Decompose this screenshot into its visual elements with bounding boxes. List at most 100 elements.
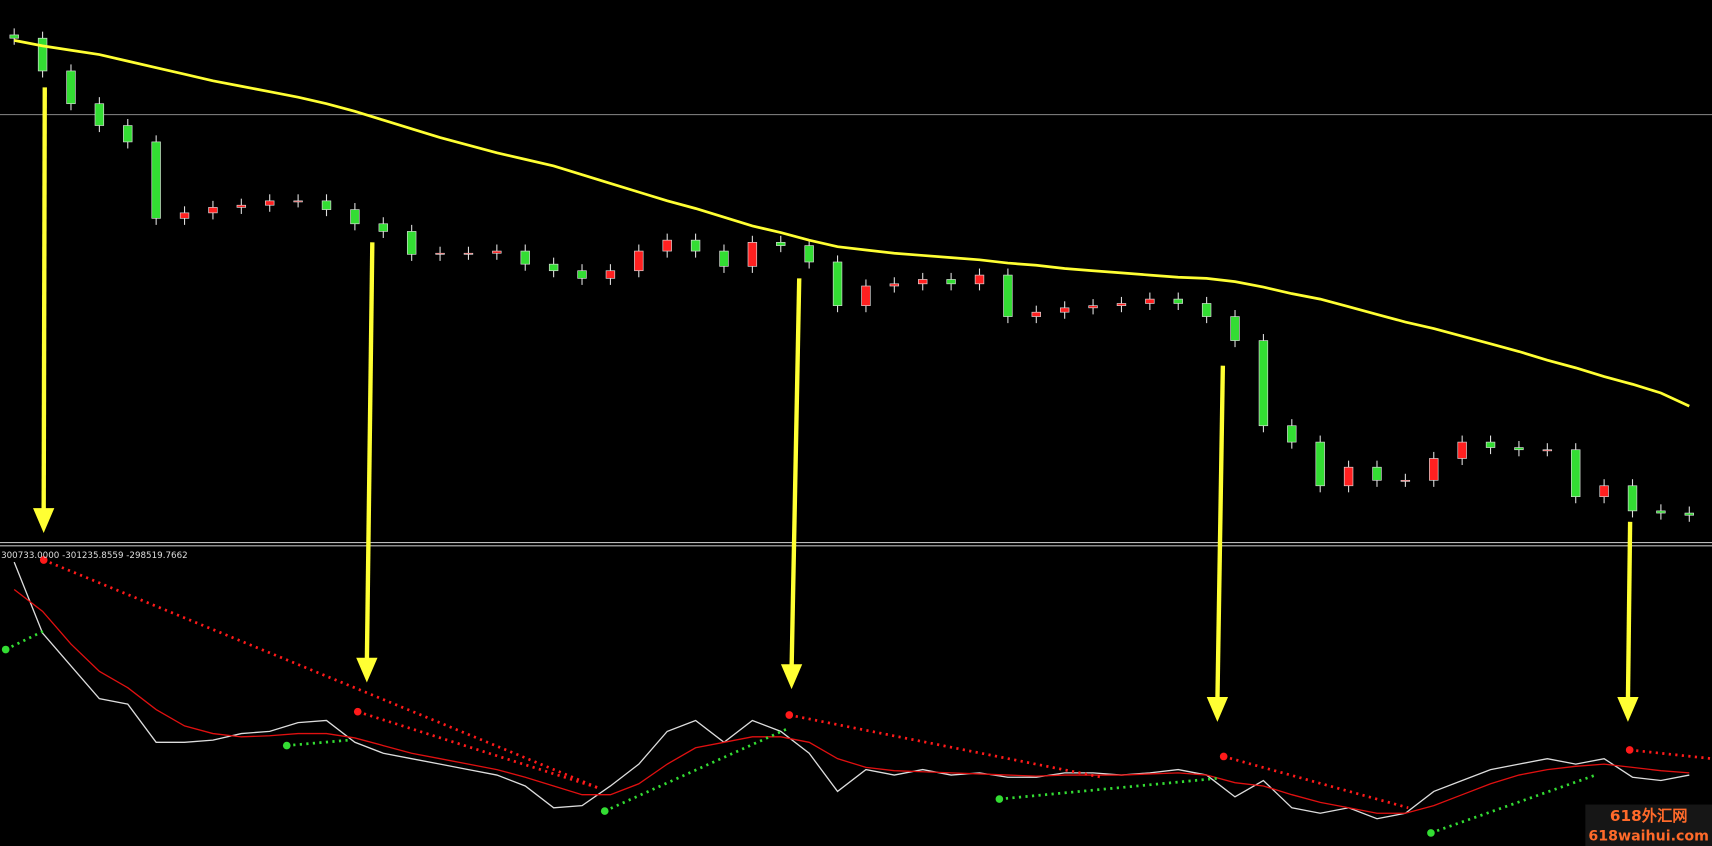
arrow-head	[33, 508, 55, 534]
arrow	[789, 278, 802, 670]
candle-body	[321, 200, 332, 210]
candle-body	[1287, 425, 1297, 443]
watermark-title: 618外汇网	[1610, 807, 1688, 825]
candle-body	[293, 200, 303, 203]
candle-body	[1571, 449, 1581, 498]
candle-body	[179, 212, 190, 219]
candle-body	[1485, 441, 1496, 448]
candle-body	[1514, 447, 1524, 451]
candle-body	[1400, 479, 1411, 482]
arrow	[1625, 521, 1633, 702]
trend-line-dot	[1625, 746, 1634, 754]
candle-body	[804, 245, 814, 263]
candle-body	[889, 283, 900, 287]
candle-body	[719, 250, 729, 267]
candle-body	[1457, 441, 1467, 459]
candle-body	[520, 250, 530, 265]
arrows	[33, 87, 1639, 722]
arrow-head	[1617, 696, 1639, 722]
candle-body	[1372, 466, 1382, 481]
candle-body	[690, 239, 701, 252]
candle-body	[1429, 458, 1439, 481]
candle-body	[1145, 298, 1155, 304]
trend-line	[357, 710, 600, 790]
arrow	[1215, 365, 1226, 702]
candle-body	[861, 285, 871, 306]
candle-body	[1684, 512, 1694, 516]
candle-body	[1315, 441, 1325, 487]
trend-line-dot	[600, 807, 609, 815]
candle-body	[605, 270, 616, 279]
candle-body	[9, 34, 19, 39]
candle-body	[832, 261, 843, 306]
candle-body	[378, 223, 388, 232]
line-series	[13, 588, 1690, 814]
watermark-box	[1585, 804, 1712, 846]
arrow-head	[1206, 696, 1229, 722]
arrow-head	[356, 657, 378, 683]
trend-line-dot	[353, 707, 362, 716]
candle-body	[1542, 449, 1553, 452]
candle-body	[123, 125, 133, 143]
candle-body	[94, 103, 105, 126]
candle-body	[1059, 307, 1070, 313]
candle-body	[1201, 303, 1212, 317]
candle-body	[548, 263, 559, 272]
trend-line-dot	[39, 556, 48, 564]
candle-body	[463, 252, 474, 255]
candle-body	[974, 274, 985, 285]
candle-body	[1627, 485, 1638, 512]
candle-body	[492, 250, 502, 254]
watermark: 618外汇网 618waihui.com	[1585, 804, 1712, 846]
candle-body	[406, 231, 417, 255]
candle-body	[946, 279, 956, 285]
candle-body	[37, 37, 48, 72]
candle-body	[662, 239, 672, 252]
indicator-panel	[1, 556, 1712, 837]
trend-line-dot	[785, 711, 794, 719]
candle-body	[236, 204, 247, 208]
candle-body	[747, 242, 758, 267]
candle-body	[1116, 303, 1127, 306]
arrow	[41, 87, 47, 514]
candle-body	[1003, 274, 1013, 317]
candle-body	[350, 209, 360, 225]
candle-body	[265, 200, 275, 206]
candle-body	[1173, 298, 1183, 304]
candle-body	[66, 70, 76, 105]
line-series	[13, 39, 1690, 408]
trend-line-dot	[1427, 829, 1435, 837]
candle-body	[1031, 311, 1041, 317]
trend-line	[1430, 773, 1597, 835]
arrow-head	[780, 664, 803, 690]
trend-line	[789, 713, 1102, 779]
candle-body	[1656, 510, 1666, 514]
arrow	[364, 242, 375, 663]
watermark-url: 618waihui.com	[1588, 829, 1709, 845]
candle-body	[151, 141, 161, 219]
trend-line-dot	[995, 795, 1004, 803]
line-series	[13, 561, 1690, 820]
candle-body	[634, 250, 644, 272]
candle-body	[435, 252, 445, 255]
candle-body	[577, 270, 587, 279]
trend-line	[1629, 748, 1712, 761]
trend-line-dot	[282, 741, 291, 750]
indicator-label: 300733.0000 -301235.8559 -298519.7662	[1, 551, 188, 561]
candle-body	[776, 242, 786, 246]
candle-body	[1088, 305, 1098, 309]
trend-line	[604, 727, 788, 813]
trend-line	[43, 558, 600, 790]
trend-line	[5, 629, 45, 651]
candle-body	[918, 279, 928, 285]
candle-body	[1230, 316, 1240, 341]
candle-body	[1258, 340, 1269, 427]
price-panel	[9, 28, 1694, 522]
candle-body	[1599, 485, 1609, 498]
trend-line-dot	[1, 645, 10, 654]
trend-line-dot	[1219, 752, 1228, 761]
candle-body	[208, 207, 218, 214]
